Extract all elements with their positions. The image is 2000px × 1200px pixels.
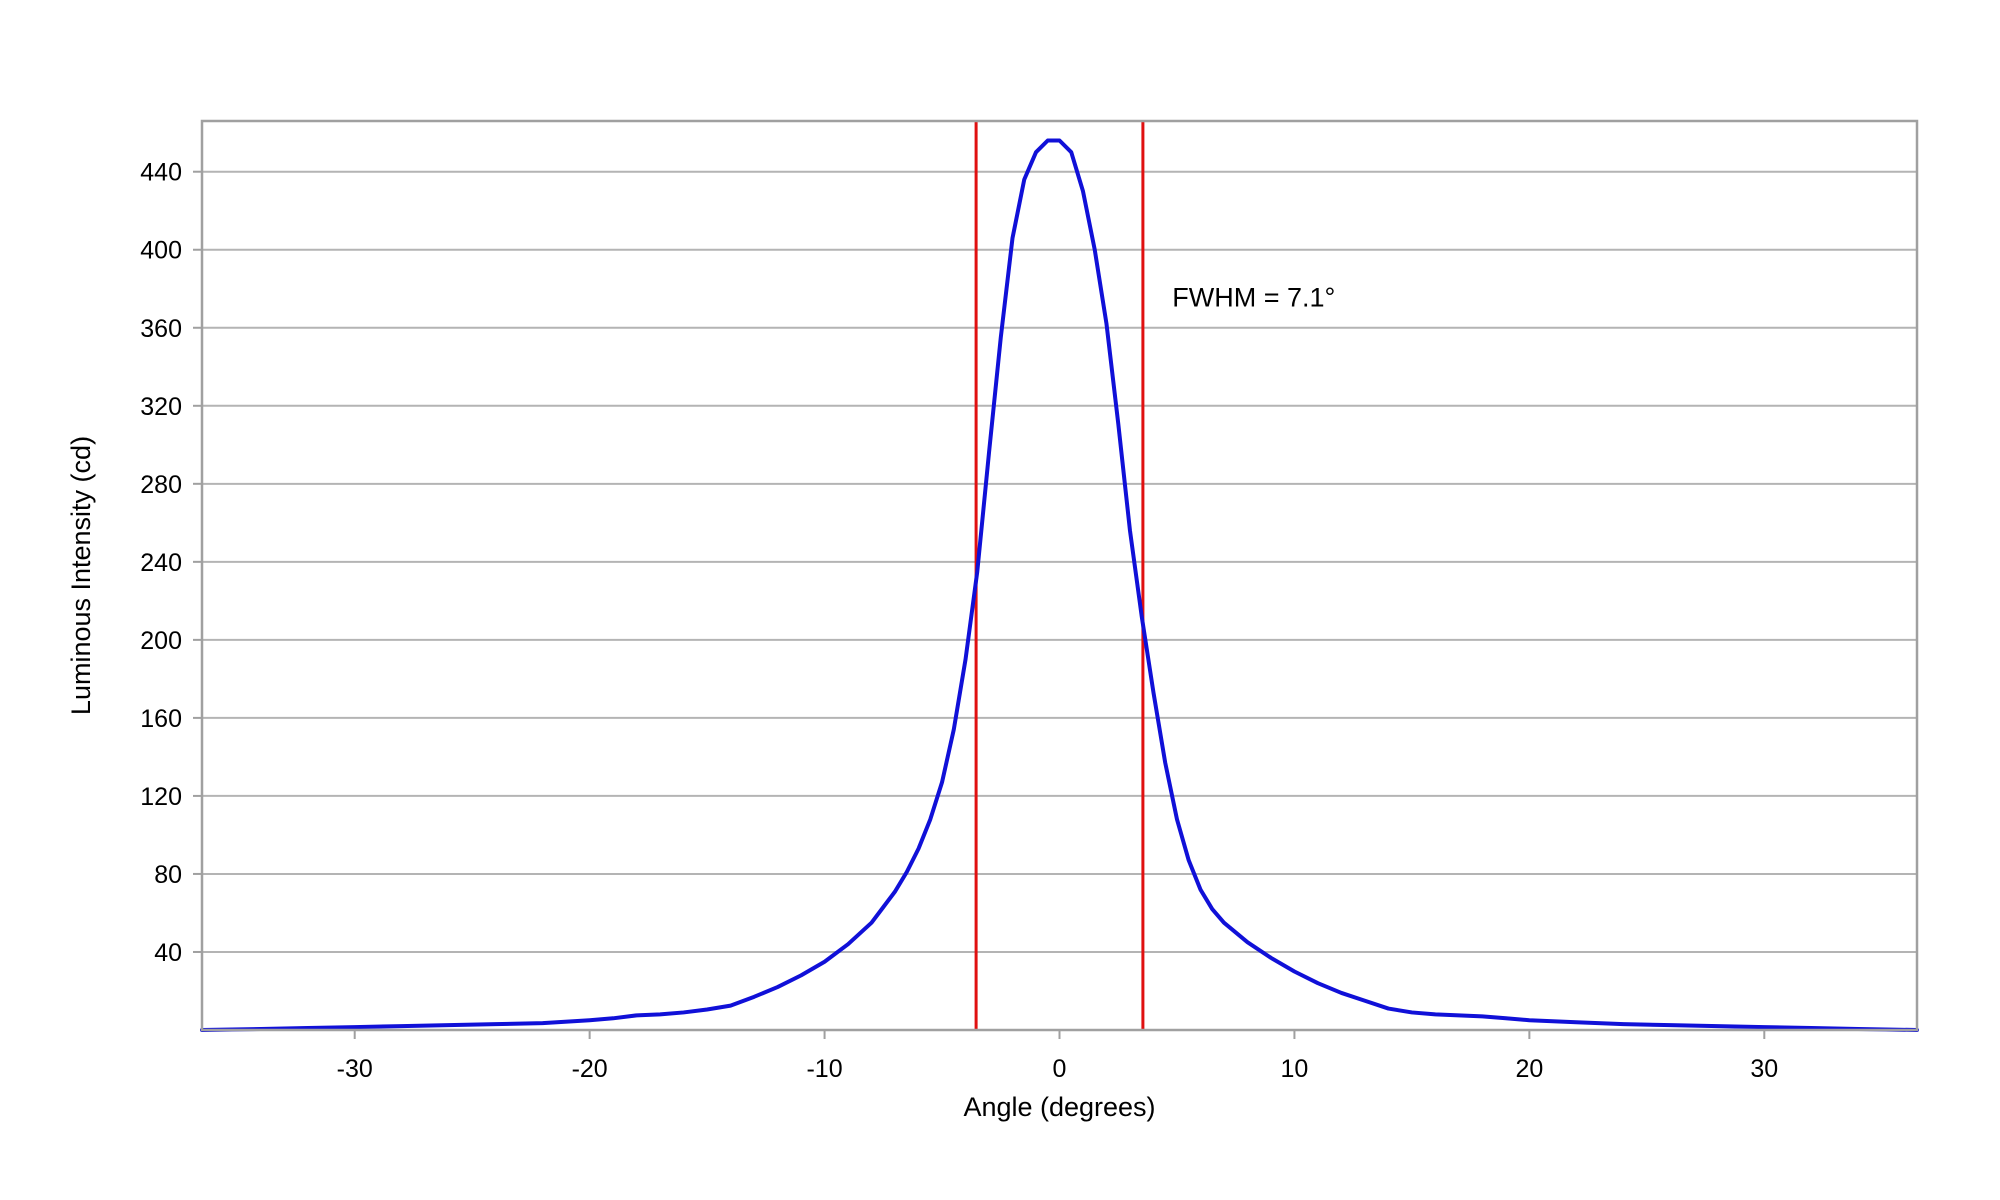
x-tick-label: 20 [1515, 1055, 1543, 1083]
y-tick-label: 400 [140, 237, 182, 265]
y-tick-label: 160 [140, 705, 182, 733]
y-tick-label: 360 [140, 315, 182, 343]
y-tick-label: 120 [140, 783, 182, 811]
x-tick-label: 0 [1053, 1055, 1067, 1083]
y-axis-ticks: 40 80 120 160 200 240 280 320 360 400 440 [140, 159, 202, 967]
annotations: FWHM = 7.1° [1172, 283, 1335, 313]
intensity-series-line [200, 138, 1919, 1032]
y-tick-label: 80 [154, 861, 182, 889]
y-tick-label: 280 [140, 471, 182, 499]
y-tick-label: 240 [140, 549, 182, 577]
y-tick-label: 440 [140, 159, 182, 187]
x-axis-title: Angle (degrees) [963, 1092, 1155, 1122]
x-tick-label: -20 [572, 1055, 608, 1083]
series-lines [200, 138, 1919, 1032]
y-tick-label: 40 [154, 939, 182, 967]
y-tick-label: 200 [140, 627, 182, 655]
gridlines [202, 170, 1917, 953]
fwhm-annotation: FWHM = 7.1° [1172, 283, 1335, 313]
y-tick-label: 320 [140, 393, 182, 421]
x-tick-label: -10 [806, 1055, 842, 1083]
x-tick-label: 30 [1750, 1055, 1778, 1083]
x-tick-label: -30 [337, 1055, 373, 1083]
x-axis-ticks: -30 -20 -10 0 10 20 30 [337, 1030, 1778, 1083]
x-tick-label: 10 [1281, 1055, 1309, 1083]
y-axis-title: Luminous Intensity (cd) [66, 436, 96, 715]
